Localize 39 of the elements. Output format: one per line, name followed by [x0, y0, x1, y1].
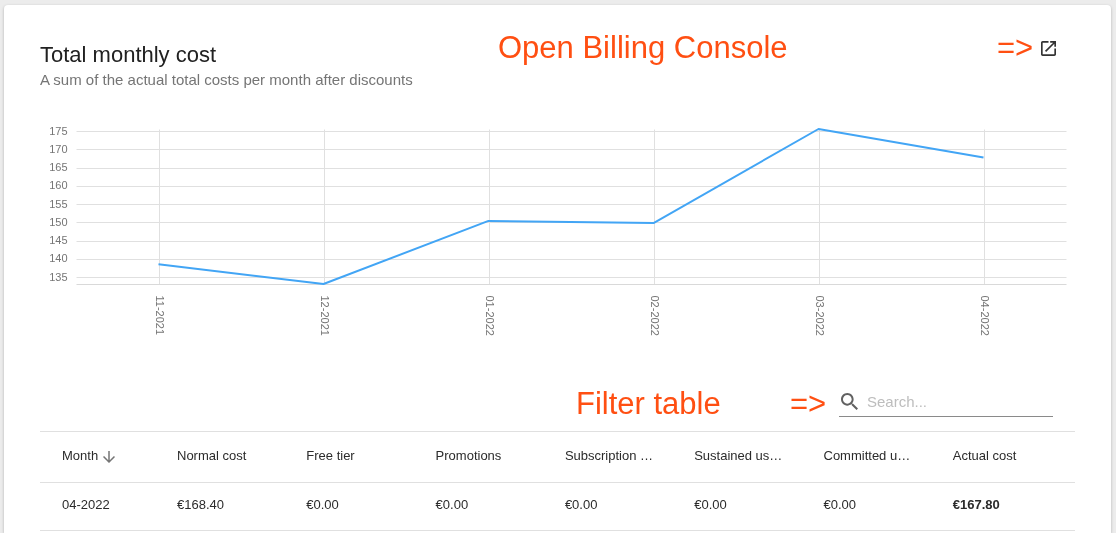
x-tick-label: 12-2021 — [319, 295, 331, 336]
text: Filter table — [576, 386, 721, 422]
text: €0.00 — [564, 497, 598, 513]
text: €0.00 — [435, 497, 469, 513]
text: €0.00 — [306, 497, 339, 513]
x-tick-label: 02-2022 — [649, 295, 661, 336]
category-label: Normal cost — [177, 448, 247, 464]
y-tick-label: 155 — [49, 197, 68, 210]
category-label: Committed u… — [823, 448, 911, 464]
search-field: Search... — [839, 388, 1053, 417]
text: 04-2022 — [62, 497, 110, 513]
y-tick-label: 150 — [49, 215, 68, 228]
x-tick-label: 03-2022 — [814, 295, 826, 336]
text: €0.00 — [823, 497, 857, 513]
x-tick-label: 11-2021 — [154, 295, 166, 336]
y-tick-label: 135 — [49, 270, 68, 283]
chart-title: Total monthly cost — [40, 41, 217, 69]
category-label: Subscription … — [564, 448, 654, 464]
y-tick-label: 165 — [49, 161, 68, 174]
y-tick-label: 145 — [49, 234, 68, 247]
category-label: Sustained us… — [694, 448, 783, 464]
y-tick-label: 160 — [49, 179, 68, 192]
x-tick-label: 04-2022 — [979, 295, 991, 336]
y-tick-label: 140 — [49, 252, 68, 265]
y-tick-label: 175 — [49, 124, 68, 137]
x-tick-label: 01-2022 — [484, 295, 496, 336]
text: Open Billing Console — [498, 30, 788, 66]
y-tick-label: 170 — [49, 142, 68, 155]
chart-subtitle: A sum of the actual total costs per month after discounts — [40, 71, 413, 89]
category-label: Month — [62, 448, 99, 464]
text: €168.40 — [177, 497, 224, 513]
line-series — [157, 128, 985, 285]
text: €167.80 — [952, 497, 1000, 513]
text: => — [790, 386, 827, 422]
text: => — [997, 30, 1034, 66]
category-label: Actual cost — [952, 448, 1017, 464]
category-label: Free tier — [306, 448, 355, 464]
category-label: Promotions — [435, 448, 502, 464]
text: €0.00 — [694, 497, 727, 513]
